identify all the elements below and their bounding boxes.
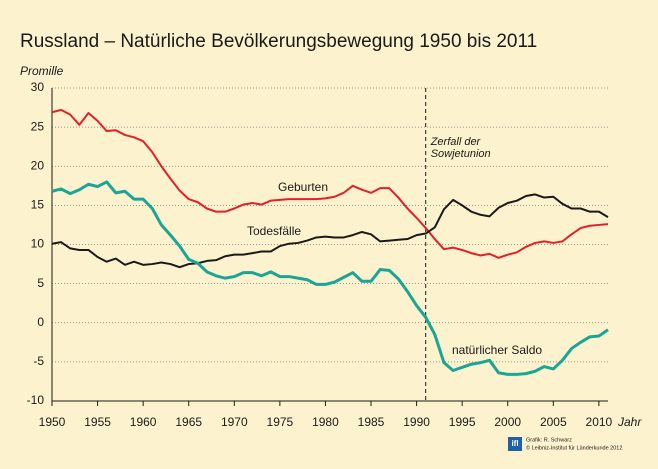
y-tick-label: -5 [33,354,44,368]
x-tick-label: 2000 [494,415,521,429]
chart-title: Russland – Natürliche Bevölkerungsbewegu… [20,31,537,52]
y-tick-label: 30 [31,80,45,94]
logo-box [508,437,522,451]
y-tick-label: 15 [31,198,45,212]
series-line [51,193,609,269]
series-label: Geburten [278,180,328,194]
series-label: Todesfälle [247,224,301,238]
y-tick-label: 25 [31,119,45,133]
x-tick-label: 2005 [540,415,567,429]
x-tick-label: 1970 [221,415,248,429]
x-tick-label: 1995 [449,415,476,429]
x-tick-label: 1980 [312,415,339,429]
x-tick-label: 2010 [586,415,613,429]
x-axis-label: Jahr [617,415,642,429]
y-tick-label: 20 [31,158,45,172]
series-line [51,180,609,376]
series-label: natürlicher Saldo [452,343,542,357]
x-tick-label: 1950 [39,415,66,429]
y-tick-label: 0 [37,315,44,329]
y-axis-label: Promille [20,64,64,78]
annotation-text: Zerfall der [430,136,482,148]
y-tick-label: 5 [37,276,44,290]
credit: Grafik: R. Schwarz [526,437,572,443]
x-tick-label: 1990 [403,415,430,429]
x-tick-label: 1965 [175,415,202,429]
x-tick-label: 1960 [130,415,157,429]
annotation-text: Sowjetunion [431,148,491,160]
x-tick-label: 1955 [84,415,111,429]
credit: © Leibniz-Institut für Länderkunde 2012 [526,444,622,451]
x-tick-label: 1985 [358,415,385,429]
x-tick-label: 1975 [267,415,294,429]
y-tick-label: 10 [31,237,45,251]
series-line [51,108,609,259]
logo: ifl [511,439,518,448]
y-tick-label: -10 [27,393,45,407]
